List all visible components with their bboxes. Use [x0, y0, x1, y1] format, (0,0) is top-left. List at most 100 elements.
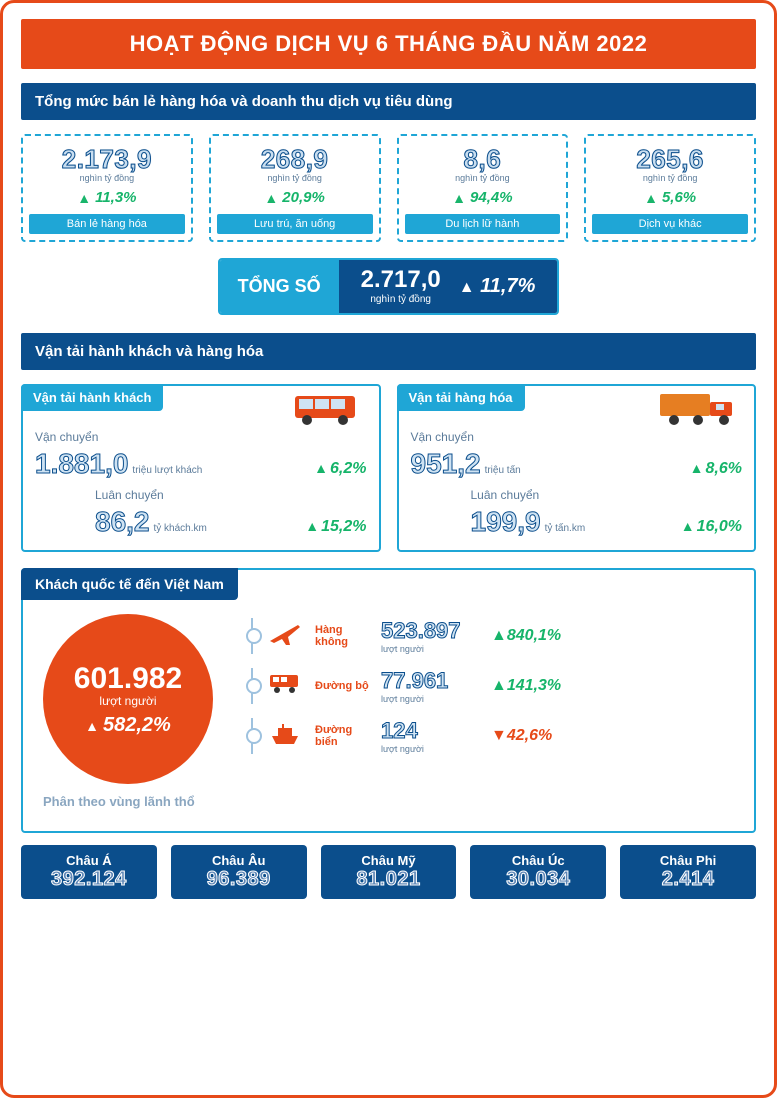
- region-tile: Châu Phi 2.414: [620, 845, 756, 899]
- total-unit: nghìn tỷ đồng: [361, 294, 441, 305]
- up-icon: [690, 460, 704, 476]
- row-value: 199,9: [471, 506, 541, 537]
- tile-pct: 5,6%: [592, 189, 748, 206]
- down-icon: [491, 727, 507, 745]
- bus-small-icon: [265, 673, 305, 700]
- tile-value: 265,6: [592, 144, 748, 175]
- mode-row-road: Đường bộ 77.961lượt người 141,3%: [251, 668, 740, 704]
- intl-total-value: 601.982: [74, 662, 182, 696]
- section-heading-transport: Vận tải hành khách và hàng hóa: [21, 333, 756, 370]
- tile-label: Bán lẻ hàng hóa: [29, 214, 185, 234]
- mode-name: Đường biển: [315, 724, 371, 748]
- intl-total-unit: lượt người: [99, 694, 156, 708]
- up-icon: [314, 460, 328, 476]
- row-pct: 6,2%: [330, 460, 366, 477]
- transport-panels: Vận tải hành khách Vận chuyển 1.881,0tri…: [21, 384, 756, 552]
- region-heading: Phân theo vùng lãnh thổ: [43, 794, 740, 809]
- region-value: 2.414: [624, 868, 752, 891]
- region-name: Châu Âu: [175, 853, 303, 868]
- up-icon: [491, 677, 507, 695]
- region-name: Châu Mỹ: [325, 853, 453, 868]
- tile-label: Dịch vụ khác: [592, 214, 748, 234]
- up-icon: [644, 190, 658, 206]
- region-tile: Châu Úc 30.034: [470, 845, 606, 899]
- plane-icon: [265, 621, 305, 652]
- tile-value: 268,9: [217, 144, 373, 175]
- mode-value: 124: [381, 718, 418, 743]
- mode-unit: lượt người: [381, 744, 481, 754]
- mode-unit: lượt người: [381, 694, 481, 704]
- retail-tile: 2.173,9 nghìn tỷ đồng 11,3% Bán lẻ hàng …: [21, 134, 193, 242]
- panel-tab: Vận tải hành khách: [21, 384, 163, 411]
- tile-label: Du lịch lữ hành: [405, 214, 561, 234]
- freight-panel: Vận tải hàng hóa Vận chuyển 951,2triệu t…: [397, 384, 757, 552]
- total-value-box: 2.717,0 nghìn tỷ đồng 11,7%: [339, 260, 558, 313]
- row-pct: 15,2%: [321, 518, 366, 535]
- region-value: 96.389: [175, 868, 303, 891]
- up-icon: [77, 190, 91, 206]
- truck-icon: [658, 390, 744, 433]
- intl-total-circle: 601.982 lượt người 582,2%: [43, 614, 213, 784]
- retail-tile: 265,6 nghìn tỷ đồng 5,6% Dịch vụ khác: [584, 134, 756, 242]
- page-title: HOẠT ĐỘNG DỊCH VỤ 6 THÁNG ĐẦU NĂM 2022: [21, 19, 756, 69]
- intl-circle-wrap: 601.982 lượt người 582,2%: [37, 614, 237, 784]
- retail-total: TỔNG SỐ 2.717,0 nghìn tỷ đồng 11,7%: [21, 258, 756, 315]
- mode-value: 523.897: [381, 618, 461, 643]
- tile-unit: nghìn tỷ đồng: [217, 173, 373, 183]
- total-label: TỔNG SỐ: [220, 260, 339, 313]
- row-unit: triệu tấn: [485, 465, 521, 476]
- tile-unit: nghìn tỷ đồng: [405, 173, 561, 183]
- region-name: Châu Á: [25, 853, 153, 868]
- region-name: Châu Úc: [474, 853, 602, 868]
- up-icon: [85, 718, 99, 734]
- row-unit: tỷ khách.km: [154, 523, 207, 534]
- region-tile: Châu Âu 96.389: [171, 845, 307, 899]
- up-icon: [264, 190, 278, 206]
- total-pct: 11,7%: [480, 275, 535, 297]
- mode-unit: lượt người: [381, 644, 481, 654]
- total-value: 2.717,0: [361, 266, 441, 293]
- tile-unit: nghìn tỷ đồng: [592, 173, 748, 183]
- row-pct: 8,6%: [706, 460, 742, 477]
- row-label: Luân chuyển: [471, 488, 743, 502]
- intl-total-pct: 582,2%: [103, 714, 171, 736]
- region-tile: Châu Á 392.124: [21, 845, 157, 899]
- retail-tiles: 2.173,9 nghìn tỷ đồng 11,3% Bán lẻ hàng …: [21, 134, 756, 242]
- mode-name: Hàng không: [315, 624, 371, 648]
- tile-pct: 20,9%: [217, 189, 373, 206]
- ship-icon: [265, 722, 305, 751]
- infographic-frame: HOẠT ĐỘNG DỊCH VỤ 6 THÁNG ĐẦU NĂM 2022 T…: [0, 0, 777, 1098]
- row-pct: 16,0%: [697, 518, 742, 535]
- mode-row-sea: Đường biển 124lượt người 42,6%: [251, 718, 740, 754]
- retail-tile: 8,6 nghìn tỷ đồng 94,4% Du lịch lữ hành: [397, 134, 569, 242]
- tile-pct: 11,3%: [29, 189, 185, 206]
- bus-icon: [293, 390, 369, 433]
- mode-row-air: Hàng không 523.897lượt người 840,1%: [251, 618, 740, 654]
- tile-value: 2.173,9: [29, 144, 185, 175]
- region-tiles: Châu Á 392.124 Châu Âu 96.389 Châu Mỹ 81…: [21, 845, 756, 899]
- tile-pct: 94,4%: [405, 189, 561, 206]
- total-pill: TỔNG SỐ 2.717,0 nghìn tỷ đồng 11,7%: [218, 258, 560, 315]
- panel-tab: Vận tải hàng hóa: [397, 384, 525, 411]
- section-heading-retail: Tổng mức bán lẻ hàng hóa và doanh thu dị…: [21, 83, 756, 120]
- region-value: 392.124: [25, 868, 153, 891]
- up-icon: [452, 190, 466, 206]
- up-icon: [305, 518, 319, 534]
- up-icon: [459, 279, 475, 297]
- region-value: 81.021: [325, 868, 453, 891]
- row-unit: tỷ tấn.km: [545, 523, 586, 534]
- tile-value: 8,6: [405, 144, 561, 175]
- mode-value: 77.961: [381, 668, 448, 693]
- intl-modes: Hàng không 523.897lượt người 840,1% Đườn…: [251, 618, 740, 754]
- mode-name: Đường bộ: [315, 680, 371, 692]
- row-value: 1.881,0: [35, 448, 128, 479]
- mode-pct: 840,1%: [507, 627, 561, 644]
- up-icon: [681, 518, 695, 534]
- tile-label: Lưu trú, ăn uống: [217, 214, 373, 234]
- row-value: 86,2: [95, 506, 150, 537]
- mode-pct: 42,6%: [507, 727, 552, 744]
- region-value: 30.034: [474, 868, 602, 891]
- up-icon: [491, 627, 507, 645]
- row-value: 951,2: [411, 448, 481, 479]
- section-heading-intl: Khách quốc tế đến Việt Nam: [21, 568, 238, 600]
